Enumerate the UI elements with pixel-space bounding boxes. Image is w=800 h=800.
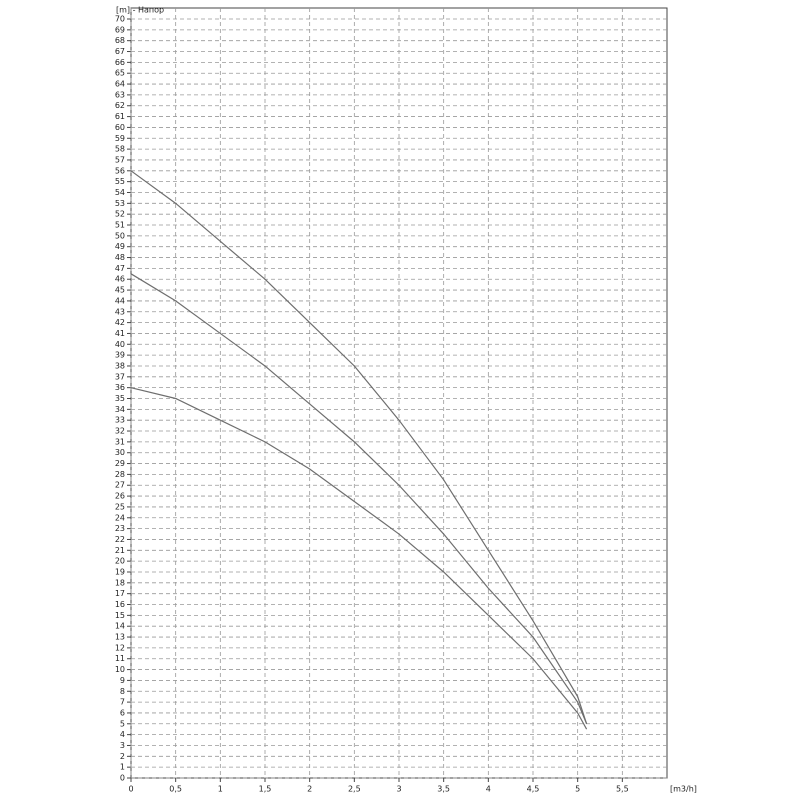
y-tick-label: 32 [115,427,125,436]
y-tick-label: 31 [115,437,125,446]
x-axis-label: [m3/h] [670,785,697,794]
x-tick-label: 5,5 [616,785,629,794]
y-tick-label: 45 [115,286,125,295]
y-tick-label: 19 [115,567,125,576]
y-tick-label: 37 [115,372,125,381]
y-tick-label: 56 [115,166,125,175]
y-tick-label: 14 [115,622,125,631]
y-tick-label: 38 [115,361,125,370]
y-tick-label: 42 [115,318,125,327]
y-tick-label: 6 [120,708,125,717]
y-tick-label: 10 [115,665,125,674]
y-tick-label: 41 [115,329,125,338]
y-tick-label: 3 [120,741,125,750]
y-tick-label: 67 [115,47,125,56]
y-tick-label: 36 [115,383,125,392]
x-tick-label: 2 [307,785,312,794]
y-tick-label: 23 [115,524,125,533]
y-tick-label: 13 [115,633,125,642]
x-tick-label: 0,5 [169,785,182,794]
x-tick-label: 1 [218,785,223,794]
y-tick-label: 0 [120,774,125,783]
y-tick-label: 22 [115,535,125,544]
y-tick-label: 44 [115,296,125,305]
y-tick-label: 4 [120,730,125,739]
y-tick-label: 29 [115,459,125,468]
x-tick-label: 3 [396,785,401,794]
y-tick-label: 7 [120,698,125,707]
x-tick-label: 1,5 [259,785,272,794]
y-tick-label: 24 [115,513,125,522]
y-tick-label: 17 [115,589,125,598]
y-tick-label: 62 [115,101,125,110]
y-tick-label: 8 [120,687,125,696]
x-tick-label: 3,5 [437,785,450,794]
y-tick-label: 68 [115,36,125,45]
y-tick-label: 55 [115,177,125,186]
curve [130,273,588,725]
y-tick-label: 16 [115,600,125,609]
y-axis-label: [m] - Напор [116,6,164,15]
x-tick-label: 5 [575,785,580,794]
y-tick-label: 40 [115,340,125,349]
y-tick-label: 64 [115,80,125,89]
y-tick-label: 65 [115,69,125,78]
x-tick-label: 0 [128,785,133,794]
curve [130,170,588,724]
y-tick-label: 60 [115,123,125,132]
y-tick-label: 18 [115,578,125,587]
y-tick-label: 53 [115,199,125,208]
y-tick-label: 50 [115,231,125,240]
y-tick-label: 52 [115,210,125,219]
y-tick-label: 20 [115,557,125,566]
y-tick-label: 9 [120,676,125,685]
y-tick-label: 2 [120,752,125,761]
y-tick-label: 28 [115,470,125,479]
y-tick-label: 63 [115,90,125,99]
y-tick-label: 58 [115,145,125,154]
y-tick-label: 12 [115,643,125,652]
y-tick-label: 61 [115,112,125,121]
y-tick-label: 54 [115,188,125,197]
y-tick-label: 1 [120,763,125,772]
y-tick-label: 21 [115,546,125,555]
y-tick-label: 11 [115,654,125,663]
curve [130,387,588,730]
y-tick-label: 25 [115,502,125,511]
y-tick-label: 30 [115,448,125,457]
y-tick-label: 51 [115,221,125,230]
x-tick-label: 4,5 [527,785,540,794]
x-tick-label: 2,5 [348,785,361,794]
y-tick-label: 48 [115,253,125,262]
y-tick-label: 70 [115,15,125,24]
y-tick-label: 43 [115,307,125,316]
y-tick-label: 66 [115,58,125,67]
y-tick-label: 33 [115,416,125,425]
y-tick-label: 59 [115,134,125,143]
y-tick-label: 27 [115,481,125,490]
y-tick-label: 47 [115,264,125,273]
y-tick-label: 57 [115,155,125,164]
y-tick-label: 69 [115,25,125,34]
y-tick-label: 35 [115,394,125,403]
y-tick-label: 39 [115,351,125,360]
y-tick-label: 34 [115,405,125,414]
x-tick-label: 4 [486,785,491,794]
y-tick-label: 46 [115,275,125,284]
y-tick-label: 49 [115,242,125,251]
y-tick-label: 15 [115,611,125,620]
y-tick-label: 26 [115,492,125,501]
y-tick-label: 5 [120,719,125,728]
